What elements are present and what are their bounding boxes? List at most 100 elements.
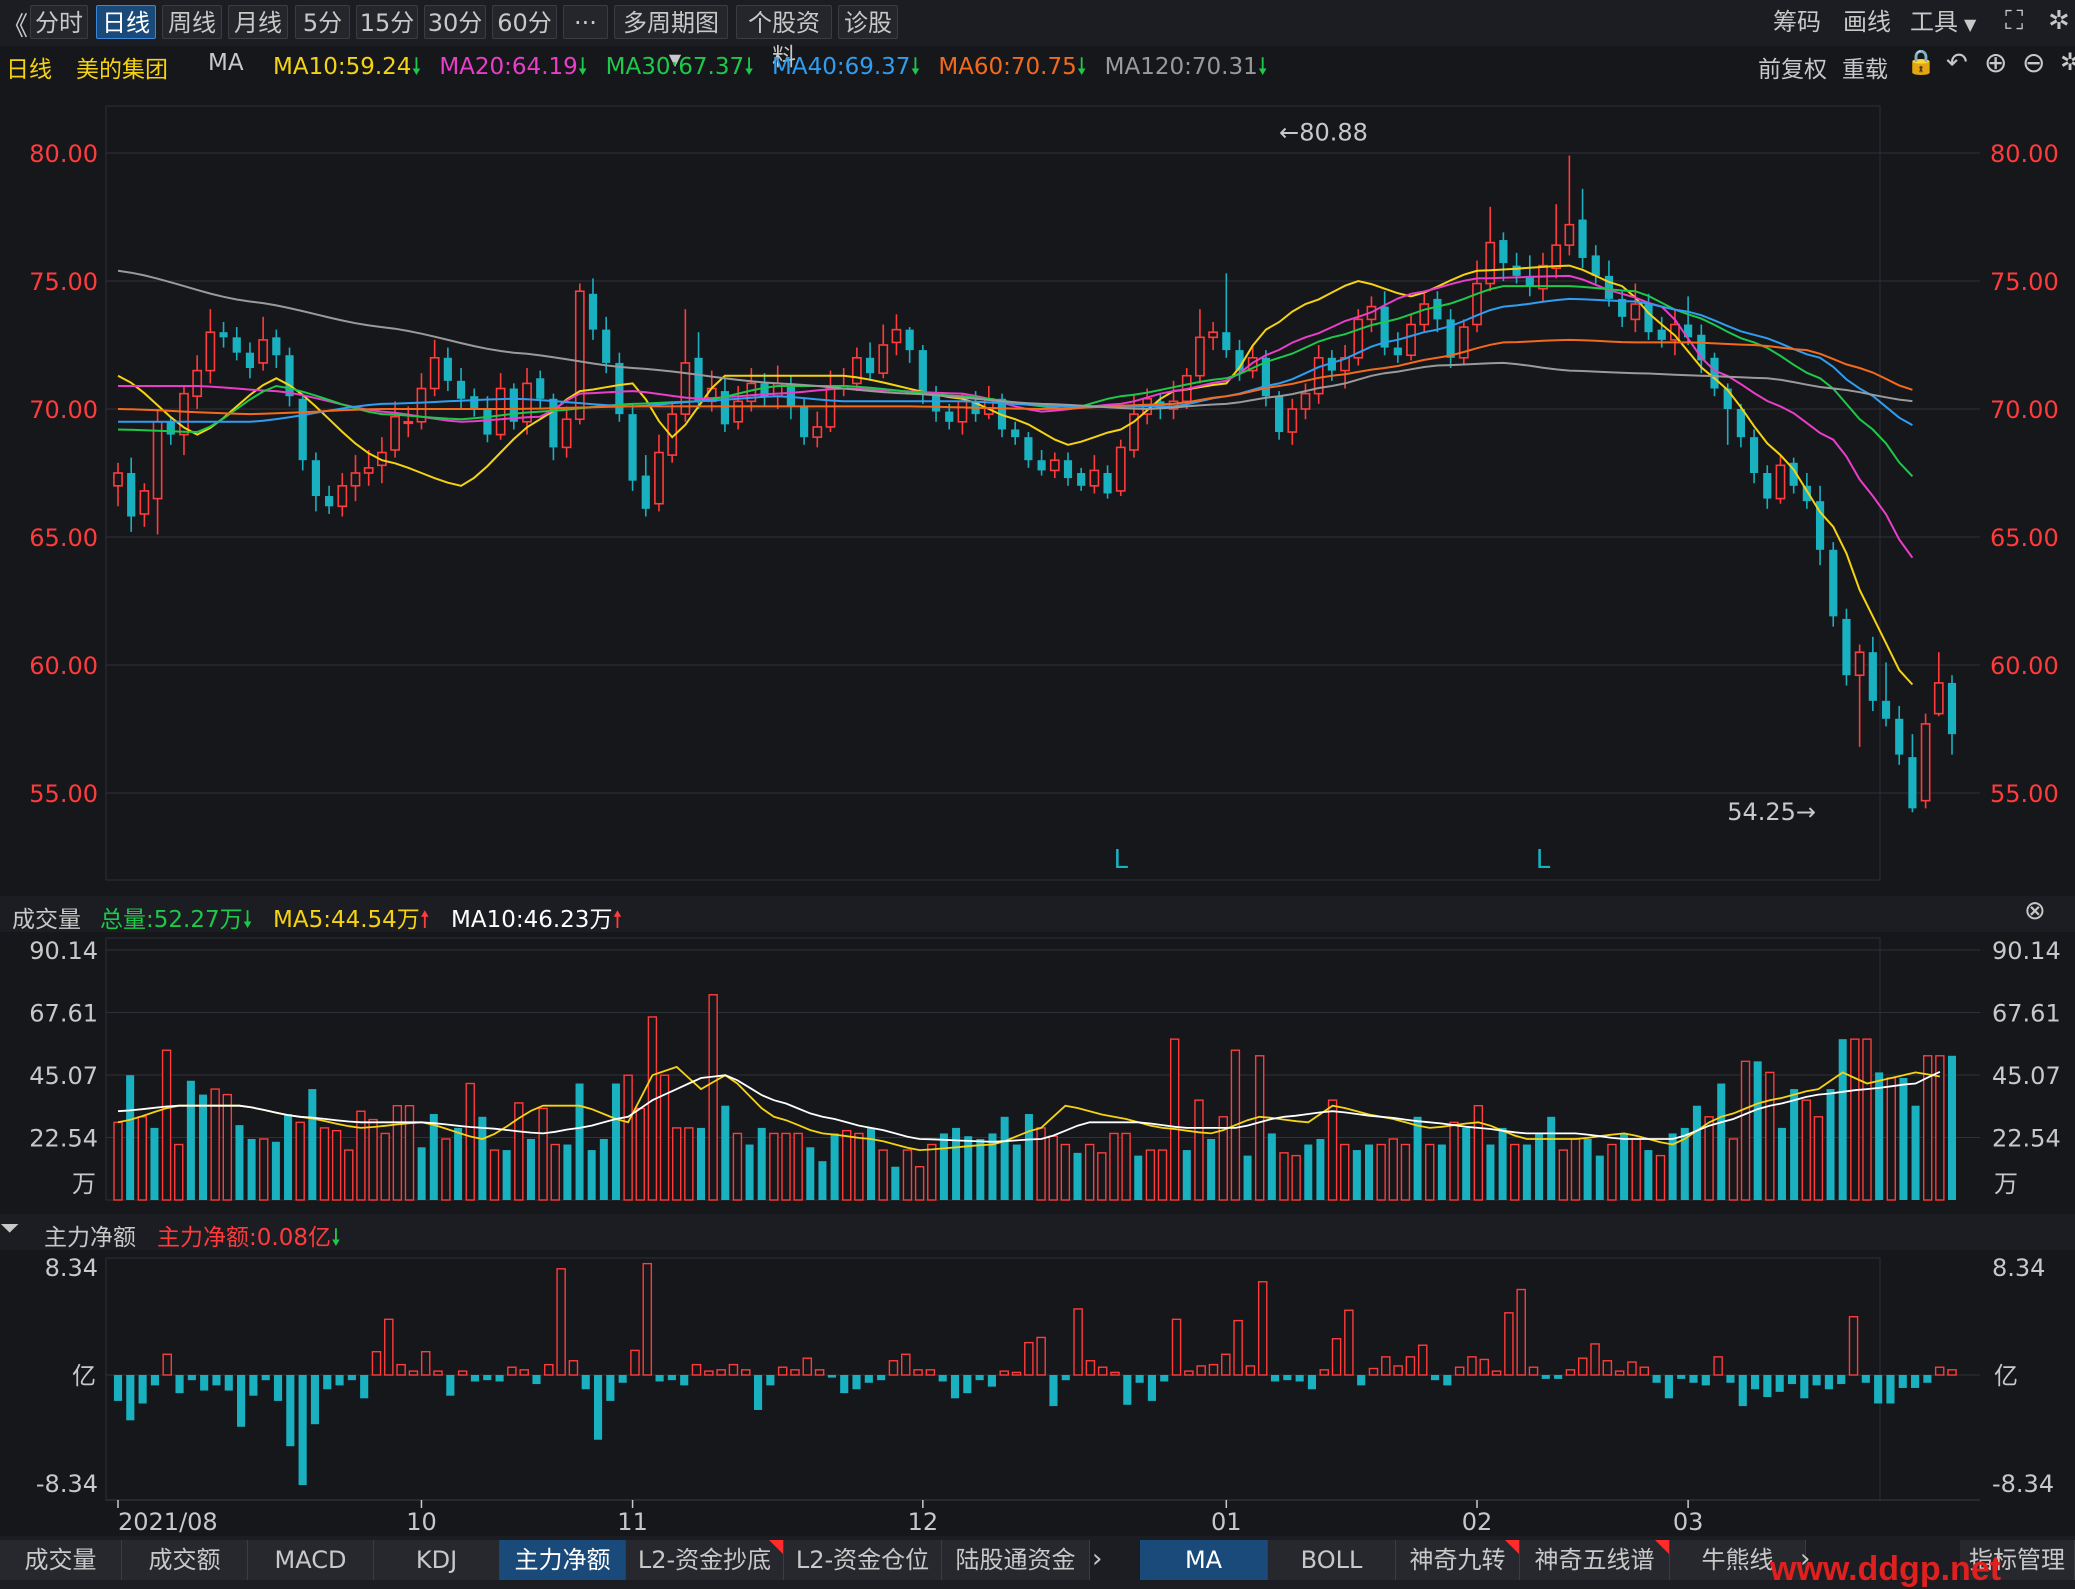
net-bar — [1283, 1375, 1292, 1381]
volume-unit-right: 万 — [1994, 1170, 2018, 1198]
volume-bar — [1570, 1138, 1581, 1201]
adjust-label[interactable]: 前复权 — [1758, 57, 1827, 83]
candle-body — [891, 328, 902, 344]
overlay-tab-label: BOLL — [1300, 1546, 1363, 1574]
tab-1[interactable]: 分时 — [30, 5, 88, 39]
volume-bar — [1583, 1138, 1592, 1200]
stock-name[interactable]: 美的集团 — [76, 57, 168, 83]
tab-9[interactable]: ··· — [563, 5, 608, 39]
net-bar — [483, 1375, 492, 1381]
net-bar — [716, 1369, 726, 1376]
net-bar — [1800, 1375, 1809, 1399]
candle-body — [1261, 357, 1270, 397]
candle — [878, 324, 889, 379]
chips-button[interactable]: 筹码 — [1773, 8, 1821, 36]
close-icon[interactable]: ⊗ — [2024, 896, 2046, 926]
candle-body — [733, 400, 744, 423]
candle-body — [1129, 413, 1139, 451]
stock-chart[interactable]: 80.00 80.00 75.00 75.00 70.00 70.00 65.00 65.00… — [0, 0, 2075, 1536]
candle-body — [1380, 306, 1389, 348]
indicator-name[interactable]: MA — [208, 50, 244, 76]
indicator-tab-5[interactable]: 主力净额 — [500, 1540, 626, 1580]
tab-3[interactable]: 周线 — [162, 5, 222, 39]
overlay-tab-2[interactable]: BOLL — [1268, 1540, 1396, 1580]
candle — [1063, 452, 1073, 486]
new-flag-icon — [769, 1540, 783, 1554]
price-tick-label-right: 70.00 — [1990, 396, 2059, 424]
tab-6[interactable]: 15分 — [356, 5, 418, 39]
fullscreen-icon[interactable]: ⛶ — [2005, 6, 2024, 36]
marker-label: L — [1536, 845, 1551, 875]
candle-body — [1947, 682, 1957, 735]
watermark: www.ddgp.net — [1770, 1550, 2002, 1588]
tab-2[interactable]: 日线 — [96, 5, 156, 39]
tab-7[interactable]: 30分 — [424, 5, 486, 39]
volume-bar — [284, 1114, 293, 1200]
collapse-icon[interactable]: ⏷ — [0, 1214, 20, 1242]
tab-5[interactable]: 5分 — [295, 5, 350, 39]
volume-bars — [113, 994, 1957, 1201]
volume-bar — [1644, 1150, 1653, 1200]
net-bar — [1011, 1371, 1022, 1376]
volume-bar — [538, 1107, 548, 1201]
candle-body — [1829, 549, 1838, 617]
volume-bar — [623, 1074, 633, 1201]
candle — [416, 373, 427, 430]
volume-bar — [818, 1161, 827, 1200]
zoom-out-icon[interactable]: ⊖ — [2022, 46, 2046, 79]
reload-label[interactable]: 重载 — [1842, 57, 1888, 83]
tools-button[interactable]: 工具 ▼ — [1910, 5, 1976, 39]
arrow-up-icon: 🠕 — [612, 907, 623, 933]
net-bar — [581, 1375, 590, 1390]
candle — [760, 373, 769, 407]
indicator-manage-button[interactable]: 指标管理 — [1960, 1540, 2075, 1580]
net-bar — [150, 1375, 159, 1386]
tab-8[interactable]: 60分 — [492, 5, 557, 39]
candle — [1406, 314, 1416, 361]
undo-icon[interactable]: ↶ — [1946, 48, 1968, 78]
overlay-tab-3[interactable]: 神奇九转 — [1396, 1540, 1520, 1580]
candle — [483, 396, 492, 443]
net-bar — [790, 1369, 800, 1376]
arrow-down-icon: 🠗 — [1076, 54, 1087, 80]
net-bar — [1577, 1357, 1588, 1376]
zoom-in-icon[interactable]: ⊕ — [1984, 46, 2008, 79]
draw-button[interactable]: 画线 — [1843, 8, 1891, 36]
overlay-tab-4[interactable]: 神奇五线谱 — [1520, 1540, 1670, 1580]
tab-10[interactable]: 多周期图 ▼ — [614, 5, 728, 69]
net-bar — [766, 1375, 775, 1386]
settings-icon[interactable]: ✲ — [2048, 6, 2070, 36]
candle — [667, 401, 678, 463]
indicator-tab-4[interactable]: KDJ — [374, 1540, 500, 1580]
indicator-tab-label: 成交量 — [24, 1546, 97, 1574]
net-bar — [261, 1375, 270, 1381]
indicator-tab-3[interactable]: MACD — [248, 1540, 374, 1580]
indicator-tab-7[interactable]: L2-资金仓位 — [784, 1540, 942, 1580]
indicator-tab-1[interactable]: 成交量 — [0, 1540, 122, 1580]
volume-bar — [1400, 1143, 1411, 1201]
tab-4[interactable]: 月线 — [228, 5, 288, 39]
tab-12[interactable]: 诊股 — [838, 5, 898, 39]
volume-bar — [1875, 1072, 1884, 1200]
lock-icon[interactable]: 🔒 — [1906, 48, 1936, 76]
settings-small-icon[interactable]: ✲ — [2060, 48, 2075, 76]
indicator-tab-2[interactable]: 成交额 — [122, 1540, 248, 1580]
volume-ma5-value: MA5:44.54万 — [273, 907, 420, 933]
overlay-tab-1[interactable]: MA — [1140, 1540, 1268, 1580]
indicator-tab-label: 主力净额 — [514, 1546, 611, 1574]
net-bar — [642, 1262, 653, 1376]
x-axis-label: 12 — [908, 1508, 939, 1536]
indicator-tab-8[interactable]: 陆股通资金 — [942, 1540, 1090, 1580]
tab-11[interactable]: 个股资料 — [736, 5, 832, 71]
overlay-tab-5[interactable]: 牛熊线 — [1670, 1540, 1806, 1580]
chevron-right-icon[interactable]: › — [1800, 1544, 1811, 1574]
candle-body — [1604, 275, 1614, 299]
candle-body — [1710, 357, 1719, 389]
ma-line-ma10 — [117, 264, 1914, 686]
chevron-right-icon[interactable]: › — [1092, 1544, 1103, 1574]
back-icon[interactable]: 《 — [2, 12, 29, 42]
net-bar — [1171, 1318, 1182, 1376]
indicator-tab-6[interactable]: L2-资金抄底 — [626, 1540, 784, 1580]
volume-bar — [1376, 1143, 1386, 1201]
volume-bar — [1462, 1127, 1471, 1200]
